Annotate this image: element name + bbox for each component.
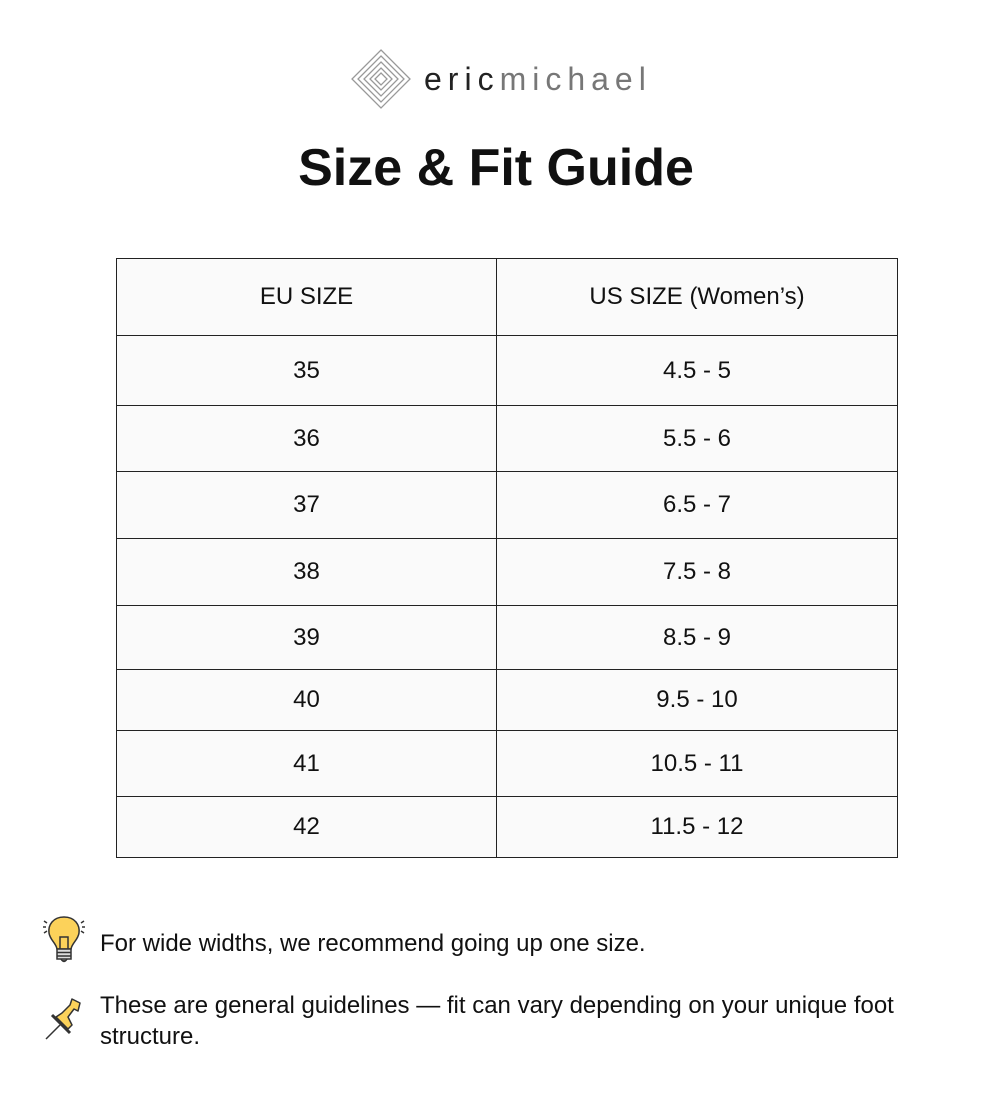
eu-cell: 40: [116, 669, 497, 731]
eu-cell: 42: [116, 796, 497, 858]
header-us-size: US SIZE (Women’s): [496, 258, 898, 336]
table-row: 36 5.5 - 6: [116, 405, 898, 472]
table-row: 37 6.5 - 7: [116, 471, 898, 539]
eu-cell: 35: [116, 335, 497, 406]
us-cell: 6.5 - 7: [496, 471, 898, 539]
table-row: 42 11.5 - 12: [116, 796, 898, 858]
us-cell: 10.5 - 11: [496, 730, 898, 797]
wide-width-note: For wide widths, we recommend going up o…: [100, 930, 646, 957]
logo-text-eric: eric: [424, 60, 500, 97]
header-eu-size: EU SIZE: [116, 258, 497, 336]
eu-cell: 39: [116, 605, 497, 670]
lightbulb-icon: [43, 916, 85, 963]
size-table: EU SIZE US SIZE (Women’s) 35 4.5 - 5 36 5.…: [116, 258, 898, 858]
table-row: 40 9.5 - 10: [116, 669, 898, 731]
eu-cell: 41: [116, 730, 497, 797]
us-cell: 11.5 - 12: [496, 796, 898, 858]
table-row: 35 4.5 - 5: [116, 335, 898, 406]
eu-cell: 37: [116, 471, 497, 539]
table-row: 41 10.5 - 11: [116, 730, 898, 797]
us-cell: 9.5 - 10: [496, 669, 898, 731]
us-cell: 8.5 - 9: [496, 605, 898, 670]
page-title: Size & Fit Guide: [298, 139, 694, 197]
us-cell: 5.5 - 6: [496, 405, 898, 472]
guidelines-note: These are general guidelines — fit can v…: [100, 992, 894, 1050]
us-cell: 4.5 - 5: [496, 335, 898, 406]
brand-logo: ericmichael: [350, 48, 652, 110]
logo-text-michael: michael: [499, 60, 652, 97]
table-row: 38 7.5 - 8: [116, 538, 898, 606]
eu-cell: 38: [116, 538, 497, 606]
us-cell: 7.5 - 8: [496, 538, 898, 606]
diamond-logo-icon: [351, 49, 411, 109]
eu-cell: 36: [116, 405, 497, 472]
pushpin-icon: [45, 998, 81, 1040]
table-header-row: EU SIZE US SIZE (Women’s): [116, 258, 898, 336]
table-row: 39 8.5 - 9: [116, 605, 898, 670]
logo-wordmark: ericmichael: [424, 61, 652, 98]
